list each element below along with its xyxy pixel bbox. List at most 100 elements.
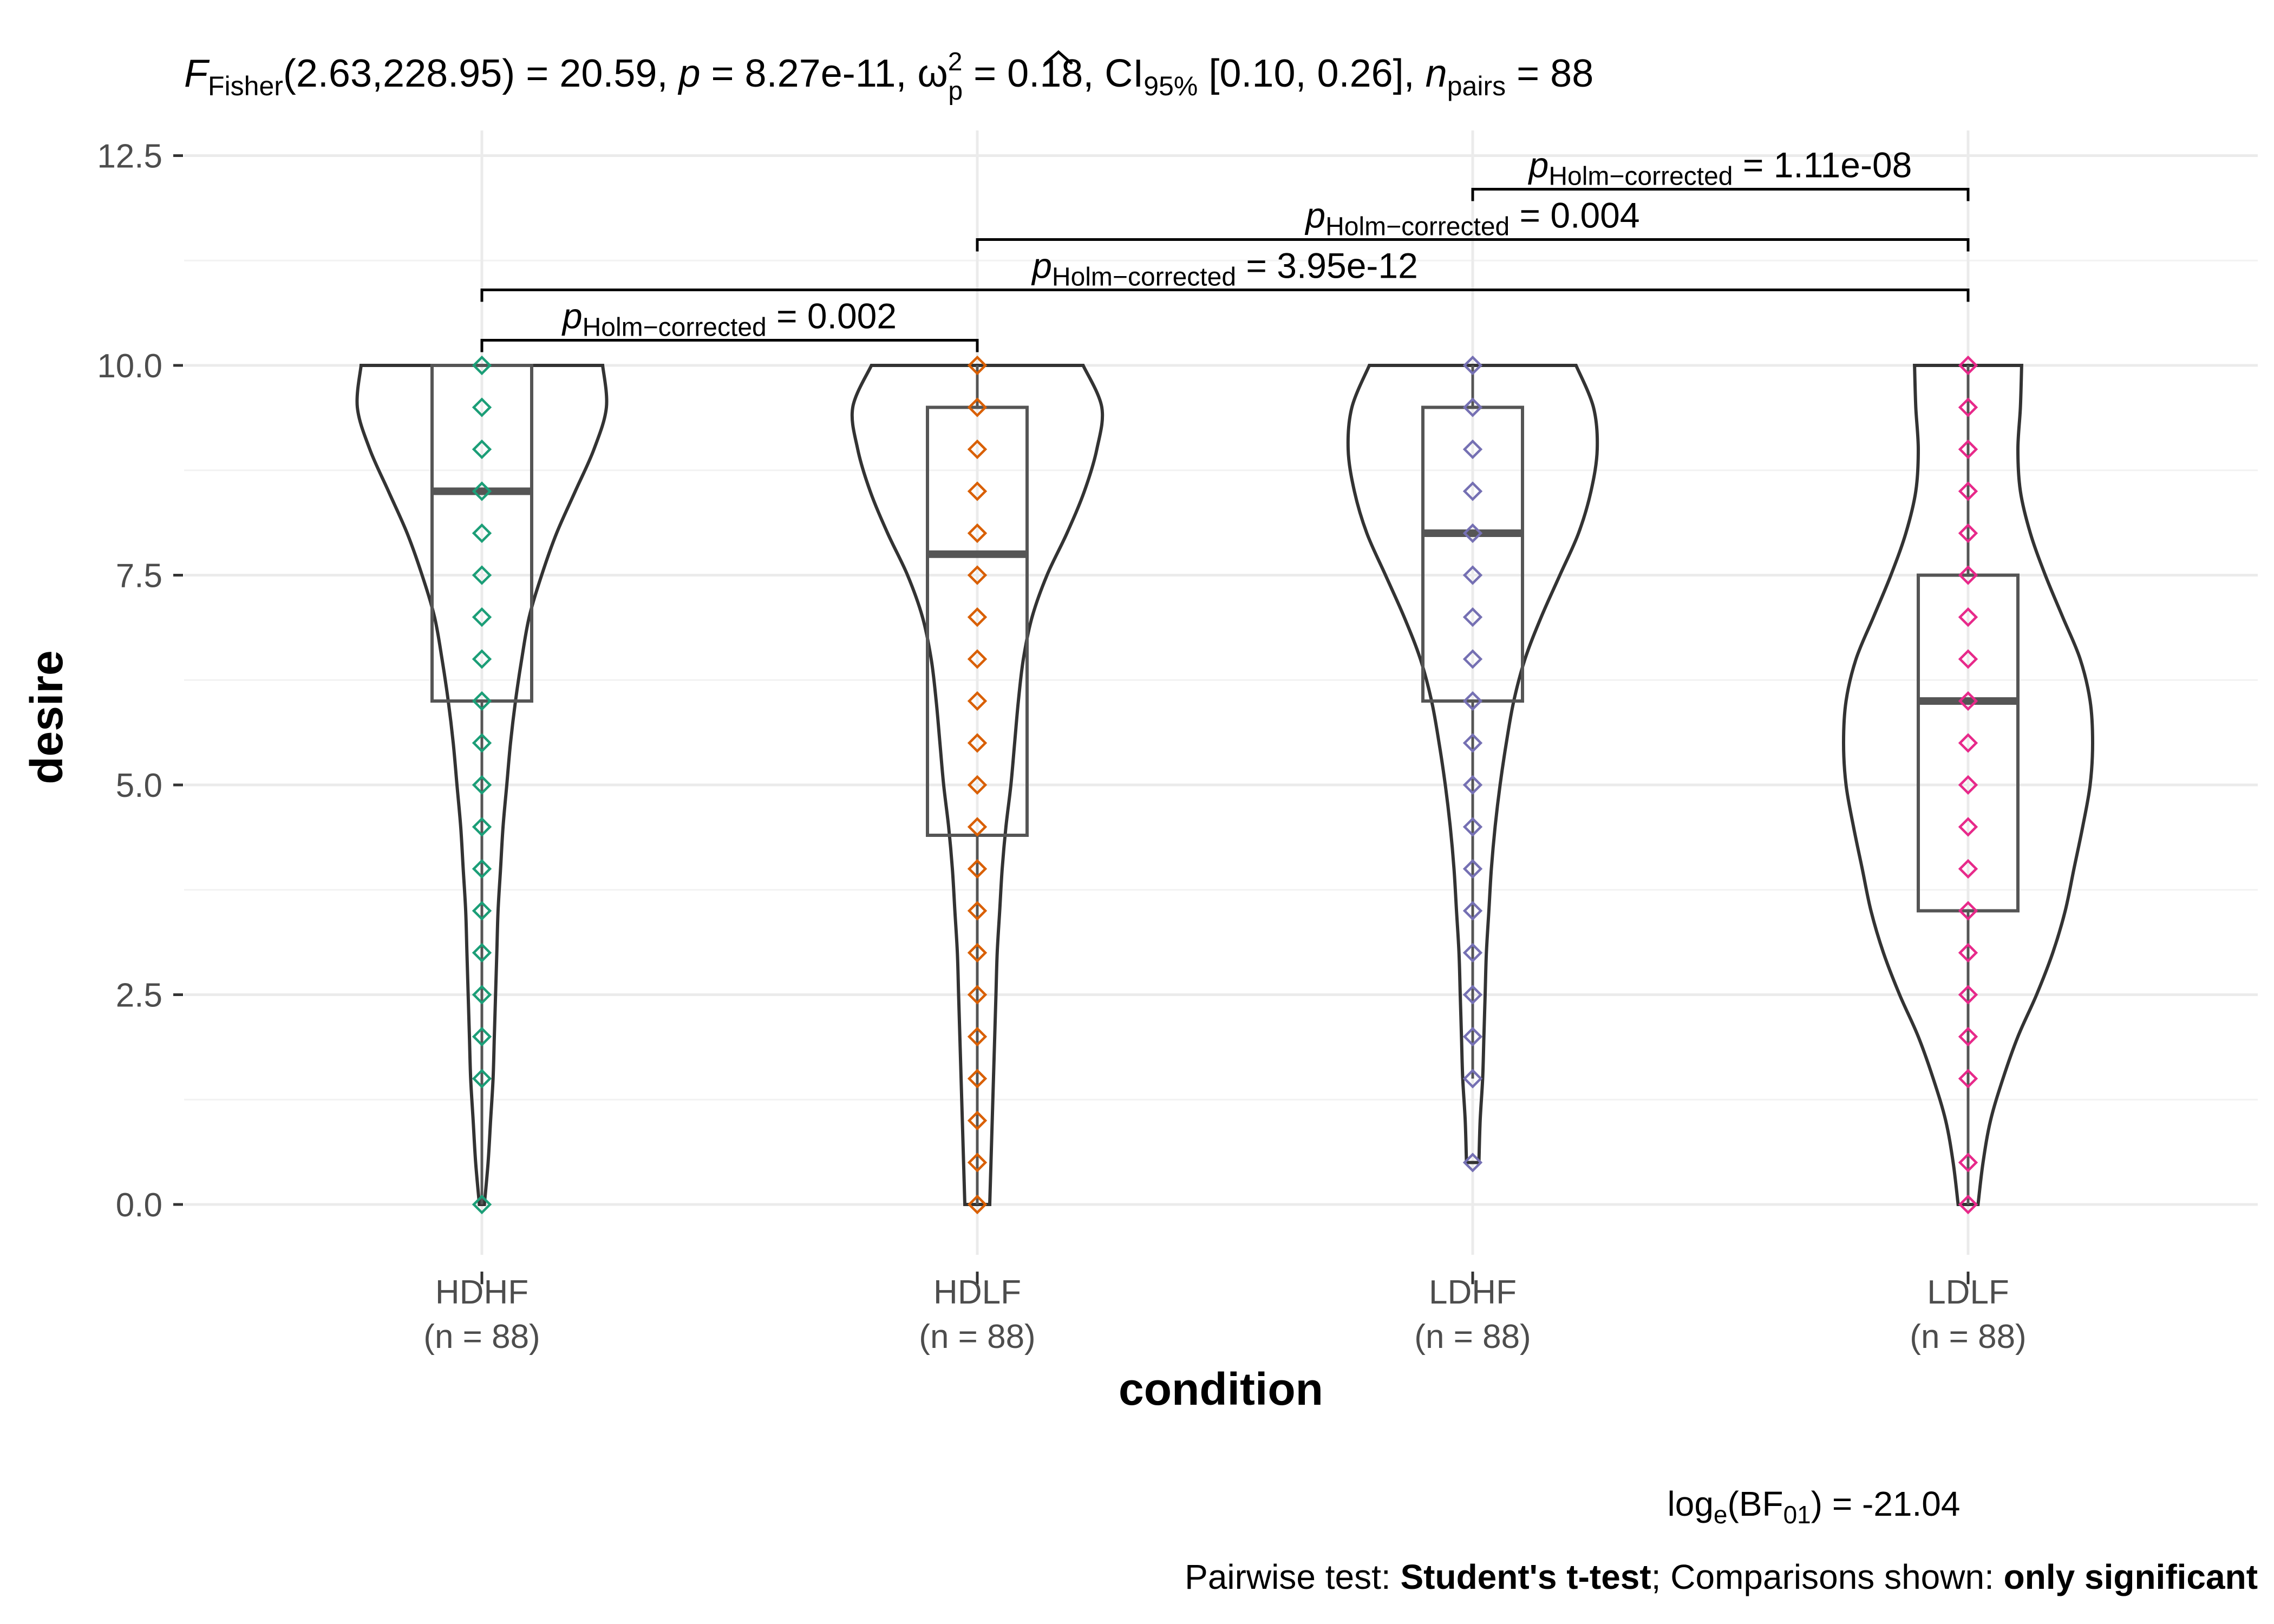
data-point [1462,1069,1483,1089]
data-point [1462,942,1483,963]
data-point [967,859,988,879]
data-point [472,481,492,501]
chart-subtitle: FFisher(2.63,228.95) = 20.59, p = 8.27e-… [184,48,1593,106]
y-tick-label: 2.5 [116,977,162,1014]
data-point [1958,691,1978,711]
data-point [472,649,492,669]
data-point [472,397,492,417]
comparison-label: pHolm−corrected = 0.002 [561,296,897,342]
y-tick-label: 10.0 [97,348,162,385]
data-point [967,1026,988,1047]
data-point [1958,397,1978,417]
data-point [472,985,492,1005]
comparison-bracket [480,289,1970,302]
x-tick-n-label: (n = 88) [919,1318,1035,1355]
violin-ldlf [1841,364,2095,1206]
data-point [967,817,988,837]
data-point [1958,859,1978,879]
x-tick-label: HDHF [435,1274,528,1311]
data-point [967,355,988,376]
box-ldlf [1917,573,2020,913]
data-point [1462,565,1483,585]
stat-symbol: F [184,52,210,95]
x-tick-label: LDHF [1429,1274,1517,1311]
data-point [967,1194,988,1215]
data-point [1958,1152,1978,1173]
data-point [472,691,492,711]
data-point [1462,649,1483,669]
y-tick-label: 7.5 [116,558,162,595]
data-point [1958,901,1978,921]
data-point [1958,733,1978,753]
data-point [1958,565,1978,585]
data-point [1462,1152,1483,1173]
data-point [967,901,988,921]
grid-lines [184,130,2258,1255]
y-axis-title: desire [21,650,72,784]
pairwise-test-caption: Pairwise test: Student's t-test; Compari… [1185,1557,2258,1596]
violin-hdlf [850,364,1105,1206]
data-point [1958,817,1978,837]
violin-hdhf [355,364,609,1206]
comparison-label: pHolm−corrected = 1.11e-08 [1528,145,1912,191]
data-point [1462,397,1483,417]
data-point [1958,607,1978,627]
data-point [967,691,988,711]
x-axis-title: condition [1119,1364,1323,1415]
data-point [1958,439,1978,460]
data-point [472,439,492,460]
data-point [1958,1026,1978,1047]
data-point [1958,1194,1978,1215]
comparison-bracket [1471,188,1970,201]
x-tick-n-label: (n = 88) [423,1318,540,1355]
data-point [1462,481,1483,501]
data-point [1958,775,1978,795]
data-point [967,397,988,417]
data-point [1462,1026,1483,1047]
data-point [472,1194,492,1215]
y-tick-label: 5.0 [116,767,162,804]
bayes-factor-caption: loge(BF01) = -21.04 [1668,1484,1961,1529]
data-point [1958,355,1978,376]
data-point [967,1110,988,1131]
data-point [1462,733,1483,753]
data-point [472,942,492,963]
data-point [967,607,988,627]
data-point [1462,775,1483,795]
data-point [472,733,492,753]
y-tick-label: 0.0 [116,1187,162,1224]
data-point [472,1026,492,1047]
x-tick-label: HDLF [933,1274,1021,1311]
comparison-brackets: pHolm−corrected = 0.002 pHolm−corrected =… [480,145,1970,352]
data-point [1958,985,1978,1005]
data-point [1462,985,1483,1005]
data-point [967,565,988,585]
data-point [1462,607,1483,627]
stat-sub: Fisher [208,71,283,101]
y-axis: 0.0 2.5 5.0 7.5 10.0 12.5 [97,138,183,1224]
box-ldhf [1421,405,1524,703]
data-point [967,1069,988,1089]
data-point [1958,481,1978,501]
data-point [472,775,492,795]
data-point [967,1152,988,1173]
data-point [967,733,988,753]
x-axis: HDHF (n = 88) HDLF (n = 88) LDHF (n = 88) LDLF… [423,1272,2027,1355]
data-point [472,565,492,585]
box-hdhf [430,364,533,703]
data-point [472,523,492,543]
y-tick-label: 12.5 [97,138,162,175]
x-tick-n-label: (n = 88) [1910,1318,2026,1355]
x-tick-n-label: (n = 88) [1414,1318,1531,1355]
data-point [967,481,988,501]
data-point [472,1069,492,1089]
data-point [472,901,492,921]
data-point [1958,523,1978,543]
data-point [967,649,988,669]
violin-ldhf [1346,364,1599,1164]
data-point [1462,355,1483,376]
data-points [472,355,1978,1215]
x-tick-label: LDLF [1927,1274,2009,1311]
data-point [1958,649,1978,669]
data-point [1462,901,1483,921]
